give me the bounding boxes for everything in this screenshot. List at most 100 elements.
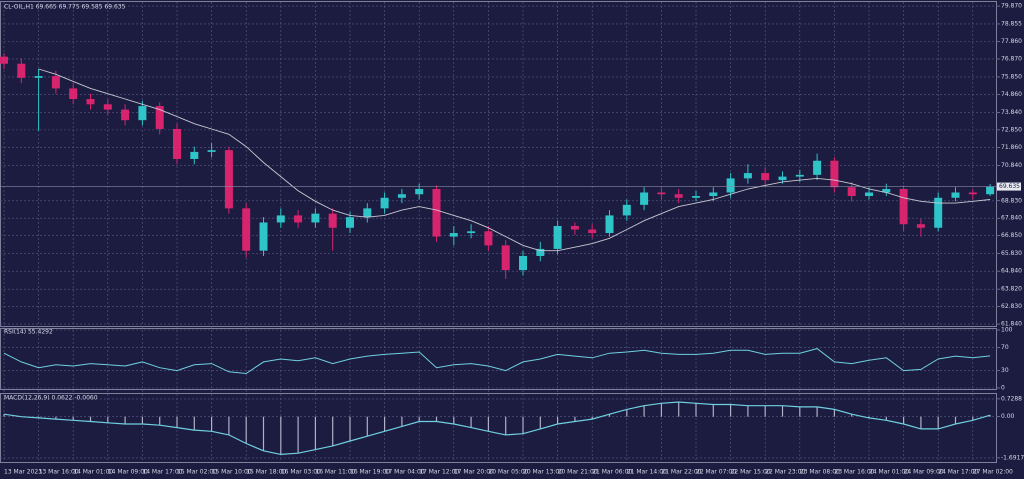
x-tick-label: 23 Mar 08:00 [800, 469, 840, 476]
y-tick-label: 61.840 [1001, 321, 1022, 328]
candle-body [536, 248, 545, 256]
candle-body [640, 192, 649, 205]
x-tick-label: 27 Mar 02:00 [973, 469, 1013, 476]
y-tick-label: 79.870 [1001, 3, 1022, 10]
candle-body [259, 222, 268, 251]
y-tick-label: -1.6917 [1001, 454, 1024, 461]
candle-body [605, 215, 614, 234]
candle-body [86, 99, 95, 105]
candle-body [17, 63, 26, 78]
candle-body [397, 194, 406, 198]
x-tick-label: 20 Mar 21:00 [558, 469, 598, 476]
candle-body [121, 109, 130, 121]
candle-body [34, 76, 43, 78]
candle-body [380, 197, 389, 209]
rsi-line [3, 348, 991, 375]
candle-body [242, 208, 251, 251]
y-tick-label: 100 [1001, 327, 1013, 334]
candle-body [294, 215, 303, 223]
chart-title: CL-OIL,H1 69.665 69.775 69.585 69.635 [4, 4, 126, 11]
candle-body [778, 176, 787, 181]
candle-body [795, 174, 804, 177]
x-tick-label: 15 Mar 18:00 [246, 469, 286, 476]
candle-body [622, 204, 631, 216]
candle-body [0, 56, 8, 64]
candle-body [968, 192, 977, 195]
x-tick-label: 14 Mar 09:00 [108, 469, 148, 476]
candle-body [519, 255, 527, 271]
y-tick-label: 70 [1001, 344, 1009, 351]
y-tick-label: 71.860 [1001, 144, 1022, 151]
x-tick-label: 15 Mar 10:00 [212, 469, 252, 476]
candle-body [709, 192, 718, 197]
candle-body [276, 215, 285, 223]
candle-body [899, 188, 908, 225]
candle-body [726, 178, 735, 193]
x-tick-label: 14 Mar 17:00 [142, 469, 182, 476]
x-tick-label: 16 Mar 19:00 [350, 469, 390, 476]
x-tick-label: 21 Mar 06:00 [592, 469, 632, 476]
x-tick-label: 16 Mar 11:00 [315, 469, 355, 476]
candle-body [363, 208, 372, 218]
x-tick-label: 20 Mar 05:00 [488, 469, 528, 476]
candle-body [69, 88, 78, 100]
y-tick-label: 70.840 [1001, 162, 1022, 169]
current-price-label: 69.635 [999, 183, 1020, 190]
y-tick-label: 0.00 [1001, 413, 1015, 420]
moving-average [38, 68, 991, 252]
macd-line [3, 401, 991, 456]
rsi-title: RSI(14) 55.4292 [4, 329, 53, 336]
x-tick-label: 15 Mar 02:00 [177, 469, 217, 476]
x-tick-label: 17 Mar 12:00 [419, 469, 459, 476]
candle-body [934, 197, 943, 228]
candle-body [865, 192, 873, 197]
x-tick-label: 16 Mar 03:00 [281, 469, 321, 476]
y-tick-label: 68.830 [1001, 197, 1022, 204]
candle-body [743, 173, 752, 179]
candle-body [449, 233, 458, 237]
y-tick-label: 65.830 [1001, 250, 1022, 257]
x-tick-label: 14 Mar 01:00 [73, 469, 113, 476]
candle-body [692, 196, 700, 198]
y-tick-label: 30 [1001, 367, 1009, 374]
y-tick-label: 73.840 [1001, 109, 1022, 116]
marks [0, 2, 1000, 462]
candle-body [882, 188, 891, 193]
y-tick-label: 78.855 [1001, 20, 1022, 27]
candle-body [588, 229, 597, 234]
y-tick-label: 0 [1001, 385, 1005, 392]
candle-body [138, 106, 147, 121]
candle-body [657, 192, 666, 195]
x-tick-label: 22 Mar 07:00 [696, 469, 736, 476]
x-tick-label: 23 Mar 16:00 [834, 469, 874, 476]
candle-body [328, 213, 337, 228]
candle-body [570, 225, 579, 230]
x-tick-label: 22 Mar 15:00 [731, 469, 771, 476]
candle-body [830, 160, 839, 188]
candle-body [467, 231, 476, 234]
candle-body [103, 104, 112, 110]
y-tick-label: 72.850 [1001, 126, 1022, 133]
candle-body [51, 76, 60, 89]
x-tick-label: 13 Mar 2023 [4, 469, 42, 476]
main-panel-frame [0, 1, 997, 327]
candle-body [813, 160, 822, 175]
y-tick-label: 75.850 [1001, 73, 1022, 80]
rsi-panel-frame [0, 328, 997, 390]
x-tick-label: 17 Mar 20:00 [454, 469, 494, 476]
candle-body [432, 188, 441, 237]
candle-body [916, 224, 925, 228]
x-tick-label: 24 Mar 01:00 [869, 469, 909, 476]
x-tick-label: 13 Mar 16:00 [39, 469, 79, 476]
candle-body [207, 150, 216, 152]
macd-title: MACD(12,26,9) 0.0622 -0.0060 [4, 395, 98, 402]
candle-body [951, 192, 960, 198]
y-tick-label: 74.860 [1001, 91, 1022, 98]
candle-body [847, 187, 856, 197]
candle-body [986, 186, 995, 195]
x-tick-label: 17 Mar 04:00 [385, 469, 425, 476]
x-tick-label: 24 Mar 17:00 [938, 469, 978, 476]
y-tick-label: 67.840 [1001, 215, 1022, 222]
